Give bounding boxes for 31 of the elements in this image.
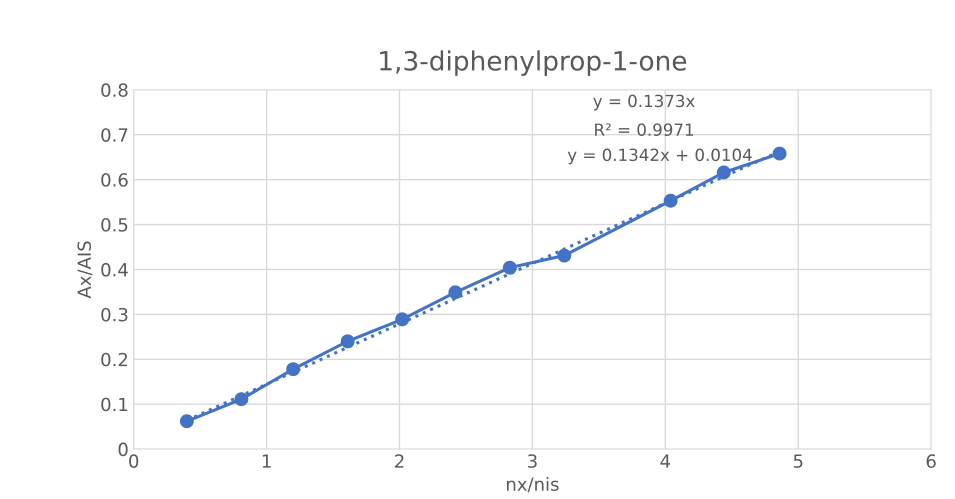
x-axis-title: nx/nis [507,476,559,492]
annotation: y = 0.1373x [593,94,695,110]
point [716,166,731,180]
point [234,392,248,406]
y-tick-label: 0.1 [101,398,128,412]
y-tick-label: 0.2 [101,352,128,366]
y-tick-label: 0.5 [101,218,128,232]
point [340,334,355,348]
point [448,285,462,300]
y-tick-label: 0 [118,442,128,456]
annotation: R² = 0.9971 [595,123,694,136]
x-tick-label: 4 [660,454,670,468]
chart-title: 1,3-diphenylprop-1-one [380,50,686,76]
point [772,146,787,161]
x-tick-label: 6 [926,454,936,468]
annotation: y = 0.1342x + 0.0104 [568,148,752,164]
y-axis-title: Ax/AIS [77,241,92,298]
y-tick-label: 0.6 [101,173,128,187]
y-tick-label: 0.3 [101,308,128,322]
x-tick-label: 1 [262,454,271,468]
point [502,260,517,275]
x-tick-label: 5 [794,454,802,468]
point [180,414,194,428]
y-tick-label: 0.7 [101,128,128,142]
point [557,248,572,262]
x-tick-label: 2 [395,454,404,468]
y-tick-label: 0.8 [101,83,128,97]
point [395,312,410,326]
y-tick-label: 0.4 [101,262,128,277]
x-tick-label: 0 [129,454,138,468]
x-tick-label: 3 [528,454,537,468]
